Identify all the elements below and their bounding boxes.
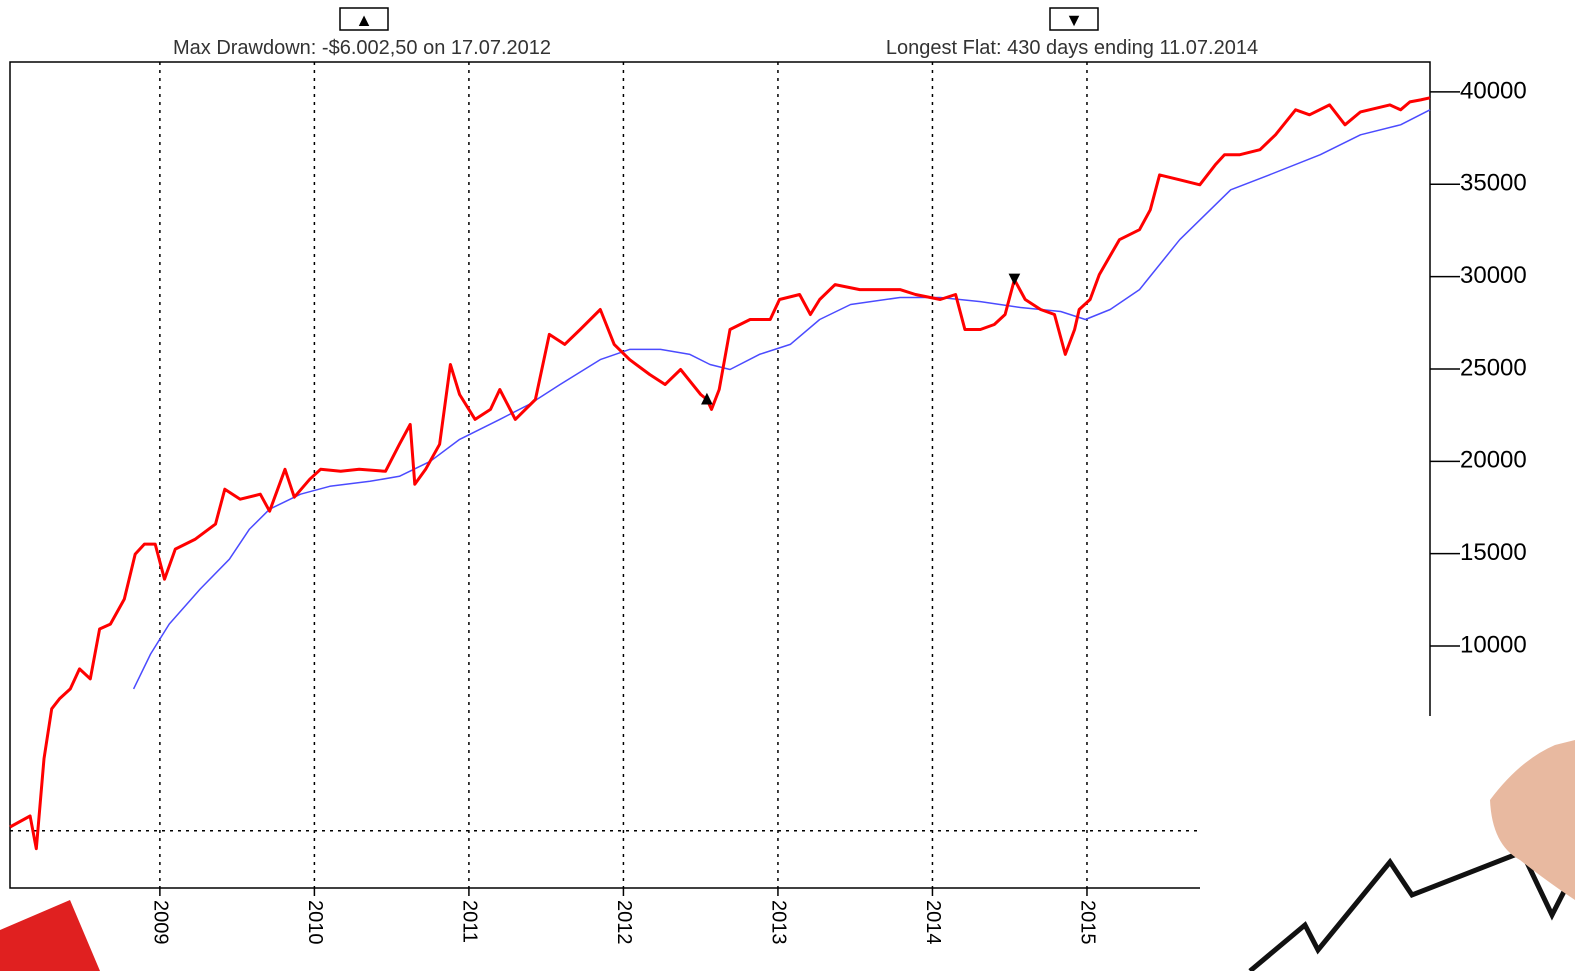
y-tick-label: 35000 [1460, 170, 1527, 197]
drawdown-marker: ▲ [697, 388, 717, 410]
y-tick-label: 15000 [1460, 539, 1527, 566]
x-tick-label: 2012 [613, 900, 635, 945]
y-tick-label: 10000 [1460, 631, 1527, 658]
annotation: Max Drawdown: -$6.002,50 on 17.07.2012 [173, 37, 551, 59]
annotation-symbol: ▲ [355, 10, 373, 30]
y-tick-label: 25000 [1460, 354, 1527, 381]
x-tick-label: 2014 [922, 900, 944, 945]
drawdown-marker: ▼ [1004, 268, 1024, 290]
x-tick-label: 2010 [304, 900, 326, 945]
chart: ▲ ▼ Max Drawdown: -$6.002,50 on 17.07.20… [0, 0, 1575, 971]
x-tick-label: 2015 [1077, 900, 1099, 945]
page: ▲ ▼ Max Drawdown: -$6.002,50 on 17.07.20… [0, 0, 1575, 971]
y-tick-label: 30000 [1460, 262, 1527, 289]
overlay-edge [1430, 62, 1575, 716]
annotation: Longest Flat: 430 days ending 11.07.2014 [886, 37, 1258, 59]
stamp [0, 900, 100, 971]
x-tick-label: 2011 [459, 900, 481, 943]
x-tick-label: 2013 [768, 900, 790, 945]
y-tick-label: 40000 [1460, 77, 1527, 104]
y-tick-label: 20000 [1460, 447, 1527, 474]
x-tick-label: 2009 [150, 900, 172, 945]
annotation-symbol: ▼ [1065, 10, 1083, 30]
